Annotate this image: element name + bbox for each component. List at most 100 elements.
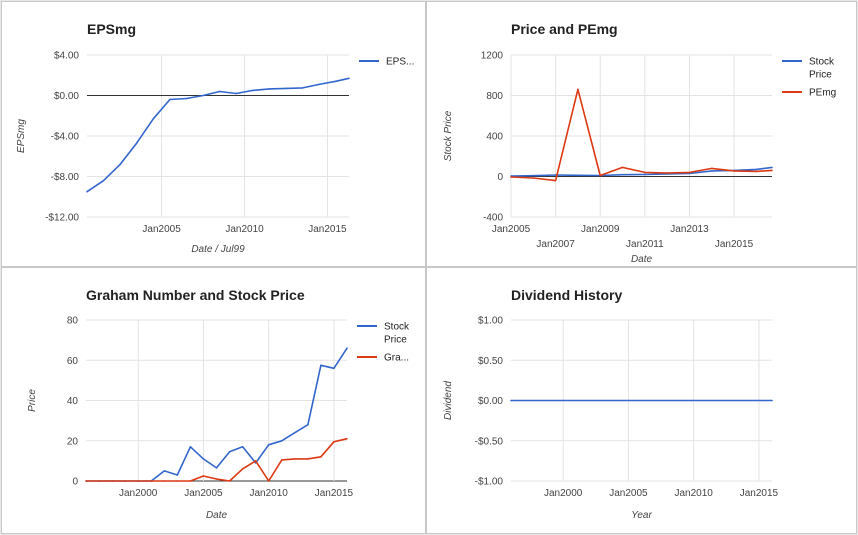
data-point: [267, 443, 270, 446]
data-point: [241, 468, 244, 470]
data-point: [532, 174, 535, 177]
y-tick-label: 20: [67, 436, 79, 447]
price-pe-chart-panel: Price and PEmg -400 0 400 800 1200 Jan2005 Jan2…: [426, 1, 857, 267]
legend-label: Stock Price: [809, 57, 835, 81]
data-point: [163, 480, 166, 482]
data-point: [346, 437, 348, 440]
chart-title: EPSmg: [87, 21, 136, 37]
x-tick-label: Jan2005: [184, 488, 223, 499]
data-point: [228, 451, 231, 453]
y-axis-label: Price: [27, 389, 38, 412]
data-point: [119, 163, 121, 166]
data-point: [137, 480, 139, 482]
y-tick-label: 0: [72, 477, 78, 488]
x-tick-label: Jan2015: [315, 488, 354, 499]
x-axis-label: Date: [206, 510, 228, 521]
data-point: [510, 399, 512, 402]
data-point: [577, 174, 579, 177]
graham-chart-panel: Graham Number and Stock Price 0 20 40 60 80 Ja…: [1, 267, 426, 534]
data-point: [252, 89, 254, 92]
x-axis-label: Year: [631, 510, 652, 521]
chart-title: Dividend History: [511, 287, 622, 303]
y-tick-label: 0: [497, 172, 503, 183]
data-point: [346, 347, 348, 349]
y-tick-label: 60: [67, 356, 79, 367]
data-point: [150, 480, 153, 482]
data-point: [163, 470, 166, 472]
legend-label: PEmg: [809, 88, 836, 99]
data-point: [285, 87, 287, 90]
data-point: [710, 170, 713, 172]
data-point: [621, 173, 624, 176]
data-point: [189, 445, 192, 448]
x-tick-label: Jan2010: [675, 488, 714, 499]
data-point: [218, 90, 221, 93]
price-pe-chart: Price and PEmg -400 0 400 800 1200 Jan2005 Jan2…: [443, 21, 836, 265]
data-point: [135, 142, 138, 144]
y-tick-label: $4.00: [54, 51, 79, 62]
data-point: [771, 399, 773, 402]
data-point: [189, 480, 192, 482]
x-tick-label: Jan2000: [119, 488, 158, 499]
data-point: [294, 431, 296, 434]
data-point: [202, 94, 204, 97]
data-point: [334, 80, 337, 83]
data-point: [554, 179, 557, 182]
data-point: [98, 480, 100, 482]
data-point: [307, 423, 309, 426]
x-tick-label: Jan2015: [740, 488, 779, 499]
data-point: [621, 166, 624, 169]
legend-label: Gra...: [384, 353, 409, 364]
data-point: [169, 98, 171, 101]
data-point: [202, 475, 205, 477]
y-axis-label: EPSmg: [16, 119, 27, 153]
y-tick-label: 400: [486, 132, 503, 143]
x-axis-label: Date: [631, 254, 653, 265]
y-axis-label: Stock Price: [443, 110, 454, 161]
x-tick-label: Jan2005: [609, 488, 648, 499]
data-point: [755, 168, 758, 171]
data-point: [268, 88, 271, 90]
data-point: [532, 177, 535, 179]
data-point: [510, 176, 512, 178]
y-tick-label: -$0.50: [475, 436, 504, 447]
data-point: [202, 458, 205, 460]
data-point: [124, 480, 126, 482]
data-point: [710, 167, 713, 170]
data-point: [301, 87, 304, 89]
data-point: [320, 364, 322, 367]
y-tick-label: $0.00: [54, 91, 79, 102]
x-tick-label: Jan2011: [626, 239, 664, 250]
x-tick-label: Jan2007: [536, 239, 575, 250]
data-point: [215, 478, 218, 480]
data-point: [554, 174, 557, 176]
legend-label: EPS...: [386, 57, 414, 68]
data-point: [185, 97, 188, 100]
data-point: [666, 172, 668, 174]
data-point: [176, 474, 179, 476]
data-point: [755, 170, 758, 173]
y-tick-label: $1.00: [478, 316, 503, 327]
x-axis-label: Date / Jul99: [191, 244, 245, 255]
data-point: [733, 170, 735, 172]
data-point: [280, 459, 283, 461]
data-point: [215, 467, 218, 469]
y-tick-label: 80: [67, 316, 79, 327]
data-point: [102, 179, 105, 182]
dividend-chart-panel: Dividend History -$1.00 -$0.50 $0.00 $0.50 $1…: [426, 267, 857, 534]
x-tick-label: Jan2009: [581, 224, 620, 235]
legend-label: Stock Price: [384, 322, 410, 346]
y-tick-label: -$8.00: [51, 172, 80, 183]
y-tick-label: -$1.00: [475, 477, 504, 488]
eps-chart-panel: EPSmg -$12.00 -$8.00 -$4.00 $0.00 $4.00 Jan200…: [1, 1, 426, 267]
x-tick-label: Jan2013: [670, 224, 709, 235]
data-point: [320, 456, 322, 458]
data-point: [644, 173, 646, 176]
data-point: [254, 460, 257, 462]
data-point: [771, 169, 773, 172]
data-point: [176, 480, 179, 482]
data-point: [333, 440, 335, 443]
data-point: [348, 77, 350, 80]
x-tick-label: Jan2015: [715, 239, 754, 250]
eps-chart: EPSmg -$12.00 -$8.00 -$4.00 $0.00 $4.00 Jan200…: [16, 21, 414, 255]
